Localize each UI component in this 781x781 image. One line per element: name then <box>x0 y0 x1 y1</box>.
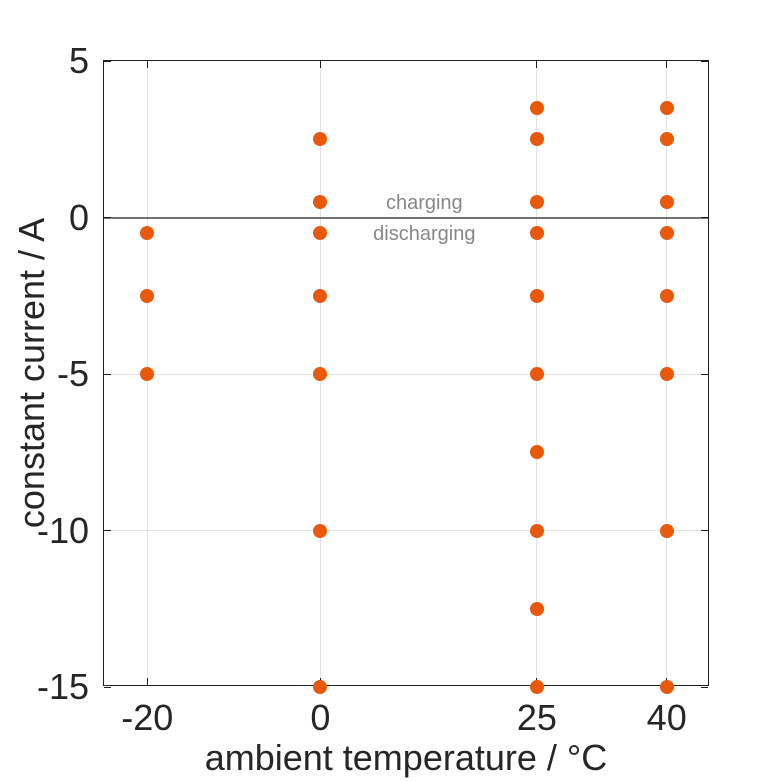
data-point <box>529 367 544 381</box>
y-tick-right <box>701 217 708 218</box>
data-point <box>659 100 674 115</box>
data-point <box>529 288 544 303</box>
x-tick-top <box>666 61 668 68</box>
data-point <box>529 100 544 115</box>
y-gridline <box>104 373 708 375</box>
y-axis-label: constant current / A <box>11 217 53 529</box>
data-point <box>529 601 544 616</box>
data-point <box>659 680 674 694</box>
data-point <box>659 288 674 303</box>
data-point <box>529 194 544 209</box>
y-tick-right <box>701 60 708 62</box>
y-tick-left <box>104 530 111 531</box>
y-tick-left <box>104 373 111 375</box>
y-tick-left <box>104 686 111 688</box>
plot-area: charging discharging -20 0 25 40 5 0 -5 -10 -15 <box>37 43 709 736</box>
data-point <box>529 680 544 694</box>
x-tick-bottom <box>146 678 148 685</box>
data-point <box>313 288 328 303</box>
data-point <box>529 226 544 241</box>
x-axis-label: ambient temperature / °C <box>204 737 608 778</box>
y-gridline <box>104 530 708 531</box>
y-tick-label: -5 <box>56 353 89 394</box>
y-tick-label: -10 <box>36 509 89 551</box>
data-point <box>529 445 544 460</box>
y-tick-left <box>104 60 111 62</box>
y-tick-right <box>701 373 708 375</box>
x-tick-top <box>319 61 321 68</box>
y-tick-label: 5 <box>68 40 89 81</box>
charging-label: charging <box>385 191 463 214</box>
data-point <box>313 226 328 241</box>
data-point <box>659 367 674 381</box>
y-tick-right <box>701 530 708 531</box>
y-tick-right <box>701 686 708 688</box>
discharging-label: discharging <box>373 222 476 245</box>
x-tick-label: 40 <box>646 697 687 738</box>
y-tick-label: 0 <box>68 196 89 238</box>
data-point <box>140 226 155 241</box>
x-tick-label: -20 <box>121 697 174 738</box>
y-tick-label: -15 <box>36 666 89 707</box>
data-point <box>659 132 674 147</box>
data-point <box>659 523 674 538</box>
x-tick-label: 25 <box>516 697 557 738</box>
x-tick-top <box>536 61 538 68</box>
data-point <box>529 523 544 538</box>
data-point <box>313 523 328 538</box>
data-point <box>313 367 328 381</box>
data-point <box>313 132 328 147</box>
zero-reference-line <box>104 216 708 219</box>
x-tick-top <box>146 61 148 68</box>
data-point <box>659 226 674 241</box>
data-point <box>313 680 328 694</box>
data-point <box>140 288 155 303</box>
data-point <box>659 194 674 209</box>
data-point <box>313 194 328 209</box>
data-point <box>140 367 155 381</box>
y-tick-left <box>104 217 111 218</box>
x-tick-label: 0 <box>310 697 331 738</box>
data-point <box>529 132 544 147</box>
